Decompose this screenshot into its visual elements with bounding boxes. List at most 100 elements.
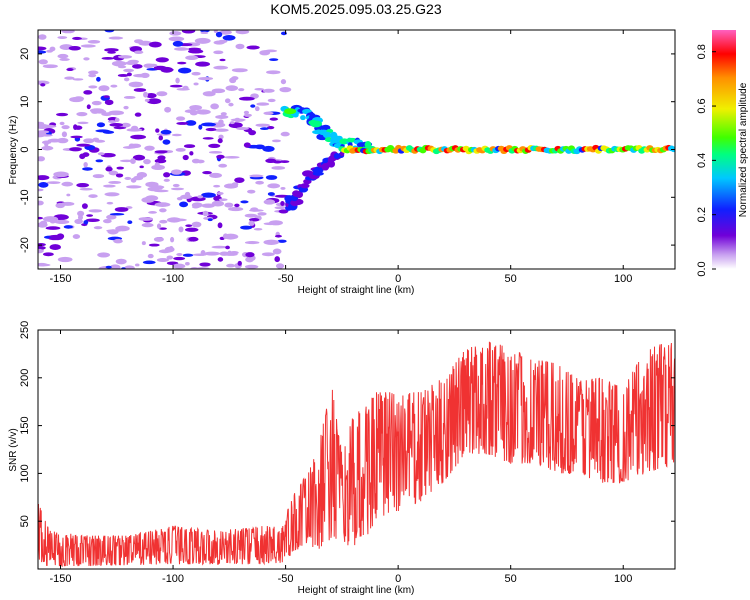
snr-ytick-label: 100 [19, 464, 31, 482]
spectrogram-cell [81, 203, 88, 209]
spectrogram-cell [178, 226, 184, 233]
spectrogram-cell [38, 248, 44, 254]
spectrogram-cell [123, 77, 130, 82]
spectrogram-cell [274, 206, 286, 210]
spectrogram-cell [121, 122, 131, 128]
spectrogram-cell [254, 88, 265, 91]
spectrogram-cell [73, 96, 85, 102]
spectrogram-cell [123, 68, 134, 73]
spectrogram-cell [141, 222, 154, 228]
snr-ticks: -150 -100 -50 0 50 100 50 100 150 200 250 [19, 321, 675, 585]
spectrogram-cell [185, 55, 199, 60]
spectrogram-cell [250, 104, 256, 108]
spectrogram-cell [234, 177, 245, 183]
spectrogram-cell [38, 156, 45, 162]
spectrogram-cell [218, 198, 228, 202]
spectrogram-cell [193, 82, 199, 86]
spectrogram-cell [76, 182, 90, 188]
spectrogram-cell [208, 143, 221, 148]
spectrogram-cell [108, 36, 124, 40]
spectrogram-cell [55, 202, 65, 209]
spectrogram-cell [171, 133, 182, 137]
spectrogram-cell [163, 178, 170, 182]
spectrogram-cell [272, 248, 282, 255]
spectrogram-cell [68, 45, 81, 51]
spectrogram-cell [109, 123, 124, 127]
spectrogram-cell [138, 217, 154, 221]
spectrogram-cell [128, 81, 144, 88]
snr-xtick-label: 50 [505, 573, 517, 585]
spectrogram-cell [216, 154, 225, 159]
spectrogram-cell [86, 214, 94, 217]
spectrogram-cell [213, 65, 229, 70]
spectrogram-cell [277, 239, 287, 243]
snr-xtick-label: -150 [49, 573, 71, 585]
spectrogram-cell [114, 117, 120, 122]
spectrogram-cell [145, 92, 157, 99]
spectrogram-cell [127, 220, 133, 224]
spectrogram-cell [57, 256, 73, 263]
spectrogram-cell [244, 213, 258, 218]
spectrogram-cell [83, 162, 88, 168]
spectrogram-cell [267, 98, 276, 103]
spectrogram-cell [210, 103, 219, 110]
spectrogram-cell [119, 159, 133, 163]
spectrogram-cell [64, 76, 75, 80]
colorbar-tick-label: 0.6 [696, 98, 708, 113]
spectrogram-cell [217, 138, 223, 144]
spectrogram-cell [202, 210, 209, 217]
spectrogram-cell [146, 98, 162, 105]
spectrogram-cell [45, 226, 61, 230]
spectrogram-cell [108, 180, 122, 184]
spectrogram-cell [243, 113, 252, 117]
spectrogram-cell [38, 46, 47, 51]
spectrogram-ytick-label: 20 [19, 48, 31, 60]
spectrogram-cell [173, 256, 186, 261]
spectrogram-cell [38, 34, 47, 40]
spectrogram-cell [122, 146, 137, 149]
spectrogram-cell [172, 40, 184, 47]
spectrogram-cell [115, 173, 124, 178]
spectrogram-cell [162, 139, 171, 145]
spectrogram-cell [169, 31, 182, 36]
spectrogram-cell [157, 155, 166, 161]
spectrogram-cell [96, 76, 101, 82]
spectrogram-cell [199, 262, 211, 267]
colorbar-tick-label: 0.8 [696, 44, 708, 59]
spectrogram-cell [83, 90, 93, 95]
spectrogram-cell [267, 192, 275, 196]
spectrogram-cell [280, 201, 285, 207]
spectrogram-cell [115, 258, 127, 265]
spectrogram-cell [184, 227, 199, 232]
spectrogram-cell [310, 120, 323, 128]
spectrogram-cell [59, 121, 65, 126]
spectrogram-cell [231, 68, 248, 73]
spectrogram-cell [200, 30, 210, 33]
spectrogram-cell [204, 251, 221, 256]
spectrogram-cell [139, 165, 144, 169]
spectrogram-cell [38, 59, 48, 65]
spectrogram-cell [117, 55, 133, 59]
spectrogram-cell [134, 112, 142, 117]
spectrogram-cell [158, 135, 164, 141]
spectrogram-cell [104, 30, 115, 33]
spectrogram-cell [38, 188, 44, 192]
spectrogram-cell [222, 35, 236, 41]
snr-panel: -150 -100 -50 0 50 100 50 100 150 200 250 Height o… [8, 321, 676, 596]
spectrogram-cell [176, 122, 189, 125]
spectrogram-cell [133, 50, 144, 55]
spectrogram-cell [198, 76, 214, 81]
spectrogram-cell [109, 213, 125, 216]
spectrogram-cell [42, 252, 54, 257]
spectrogram-cell [218, 134, 224, 140]
spectrogram-cell [88, 85, 98, 89]
spectrogram-cell [69, 147, 82, 152]
spectrogram-cell [157, 187, 163, 190]
spectrogram-cell [103, 184, 116, 188]
spectrogram-cell [195, 111, 207, 114]
spectrogram-cell [172, 183, 180, 188]
snr-xtick-label: -100 [162, 573, 184, 585]
colorbar-tick-label: 0.4 [696, 153, 708, 168]
spectrogram-cell [56, 112, 69, 117]
spectrogram-cell [244, 241, 260, 245]
